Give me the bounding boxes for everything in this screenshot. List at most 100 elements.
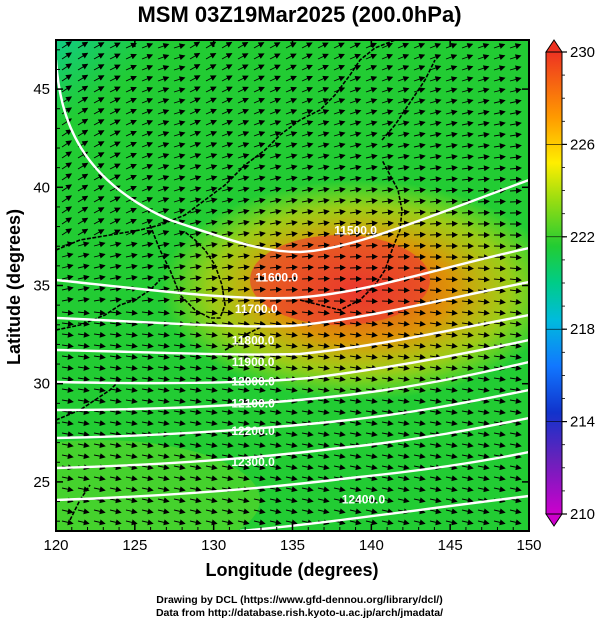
wind-arrow	[493, 143, 506, 150]
wind-arrow	[141, 152, 154, 159]
wind-arrow	[477, 265, 490, 272]
x-tick-label: 125	[122, 537, 147, 554]
wind-arrow	[61, 274, 74, 281]
wind-arrow	[477, 54, 490, 60]
wind-arrow	[349, 364, 362, 371]
wind-arrow	[381, 109, 394, 116]
wind-arrow	[125, 353, 138, 360]
wind-arrow	[397, 375, 410, 382]
wind-arrow	[317, 175, 330, 182]
wind-arrow	[189, 353, 202, 360]
wind-arrow	[429, 153, 442, 160]
wind-arrow	[221, 264, 234, 271]
wind-arrow	[253, 275, 266, 282]
wind-arrow	[301, 197, 314, 204]
wind-arrow	[77, 63, 89, 71]
wind-arrow	[141, 275, 154, 281]
wind-arrow	[493, 375, 506, 382]
wind-arrow	[381, 164, 394, 171]
wind-arrow	[429, 109, 442, 116]
wind-arrow	[237, 108, 250, 115]
wind-arrow	[477, 364, 490, 371]
wind-arrow	[125, 475, 138, 482]
wind-arrow	[205, 197, 218, 204]
wind-arrow	[205, 108, 217, 115]
wind-arrow	[461, 331, 474, 338]
wind-arrow	[189, 386, 202, 393]
wind-arrow	[365, 420, 378, 427]
wind-arrow	[477, 43, 490, 49]
wind-arrow	[445, 276, 458, 283]
wind-arrow	[221, 386, 234, 393]
wind-arrow	[173, 208, 186, 215]
wind-arrow	[93, 285, 106, 292]
wind-arrow	[221, 375, 234, 382]
wind-arrow	[333, 64, 346, 71]
wind-arrow	[173, 331, 186, 338]
wind-arrow	[285, 120, 298, 126]
wind-arrow	[317, 353, 330, 360]
wind-arrow	[397, 209, 410, 216]
wind-arrow	[93, 309, 106, 316]
wind-arrow	[397, 442, 410, 449]
wind-arrow	[173, 453, 186, 460]
wind-arrow	[333, 209, 346, 216]
wind-arrow	[157, 309, 170, 316]
wind-arrow	[205, 241, 218, 248]
wind-arrow	[413, 176, 426, 183]
wind-arrow	[461, 353, 474, 360]
wind-arrow	[93, 320, 106, 327]
wind-arrow	[397, 331, 410, 338]
wind-arrow	[205, 420, 218, 427]
wind-arrow	[77, 309, 90, 316]
wind-arrow	[61, 52, 73, 60]
wind-arrow	[61, 320, 74, 327]
wind-arrow	[509, 386, 522, 393]
wind-arrow	[77, 453, 90, 460]
wind-arrow	[253, 309, 266, 316]
wind-arrow	[317, 409, 330, 415]
wind-arrow	[381, 353, 394, 360]
wind-arrow	[221, 453, 234, 460]
wind-arrow	[173, 120, 186, 127]
wind-arrow	[221, 153, 234, 159]
wind-arrow	[381, 420, 394, 427]
wind-arrow	[509, 87, 522, 94]
wind-arrow	[477, 176, 490, 183]
wind-arrow	[445, 76, 458, 83]
wind-arrow	[141, 97, 154, 104]
wind-arrow	[317, 42, 329, 49]
wind-arrow	[61, 151, 73, 159]
wind-arrow	[157, 252, 170, 259]
wind-arrow	[173, 409, 186, 415]
wind-arrow	[317, 109, 330, 115]
wind-arrow	[269, 420, 282, 427]
wind-arrow	[93, 130, 105, 137]
wind-arrow	[189, 142, 202, 148]
wind-arrow	[365, 87, 378, 93]
wind-arrow	[413, 231, 426, 238]
wind-arrow	[61, 195, 73, 203]
wind-arrow	[237, 442, 250, 449]
wind-arrow	[333, 442, 346, 449]
credit-line-data: Data from http://database.rish.kyoto-u.a…	[155, 607, 444, 619]
wind-arrow	[125, 86, 137, 93]
wind-arrow	[477, 386, 490, 393]
wind-arrow	[477, 76, 490, 83]
wind-arrow	[397, 475, 410, 482]
wind-arrow	[285, 342, 298, 349]
wind-arrow	[317, 220, 330, 227]
wind-arrow	[61, 431, 74, 438]
wind-arrow	[157, 153, 170, 159]
wind-arrow	[205, 130, 218, 137]
wind-arrow	[285, 164, 298, 171]
wind-arrow	[317, 120, 330, 126]
wind-arrow	[237, 309, 250, 316]
wind-arrow	[365, 142, 378, 149]
wind-arrow	[253, 131, 266, 137]
wind-arrow	[189, 275, 202, 282]
wind-arrow	[109, 207, 121, 214]
wind-arrow	[413, 320, 426, 327]
wind-arrow	[189, 86, 201, 93]
wind-arrow	[141, 196, 154, 203]
